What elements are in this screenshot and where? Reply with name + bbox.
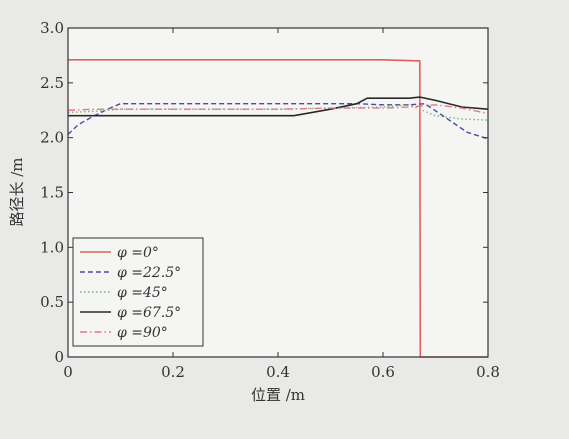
series-line-4	[68, 96, 489, 117]
series-layer	[67, 58, 489, 358]
y-tick-label: 2.0	[40, 129, 64, 147]
legend-label-2: φ =22.5°	[117, 265, 181, 281]
legend: φ =0° φ =22.5° φ =45° φ =67.5° φ =90°	[72, 237, 204, 347]
x-tick-label: 0.4	[266, 363, 290, 381]
y-tick-label: 0.5	[40, 293, 64, 311]
legend-label-4: φ =67.5°	[117, 305, 181, 321]
x-tick-label: 0	[63, 363, 73, 381]
y-tick-label: 3.0	[40, 19, 64, 37]
series-line-2	[67, 102, 489, 140]
series-line-5	[67, 104, 489, 115]
y-tick-label: 1.0	[40, 238, 64, 256]
legend-label-3: φ =45°	[117, 285, 168, 301]
legend-label-1: φ =0°	[117, 245, 159, 261]
y-axis-label: 路径长 /m	[8, 157, 26, 226]
legend-label-5: φ =90°	[117, 325, 168, 341]
y-tick-label: 0	[54, 348, 64, 366]
x-tick-label: 0.2	[161, 363, 185, 381]
series-line-1	[68, 58, 488, 358]
y-tick-label: 1.5	[40, 184, 64, 202]
x-axis-label: 位置 /m	[251, 386, 305, 404]
x-tick-label: 0.6	[371, 363, 395, 381]
x-tick-label: 0.8	[476, 363, 500, 381]
y-tick-label: 2.5	[40, 74, 64, 92]
ticks-layer: 0 0.2 0.4 0.6 0.8 0 0.5 1.0 1.5 2.0 2.5 3.0	[40, 19, 500, 381]
legend-box	[72, 237, 204, 347]
